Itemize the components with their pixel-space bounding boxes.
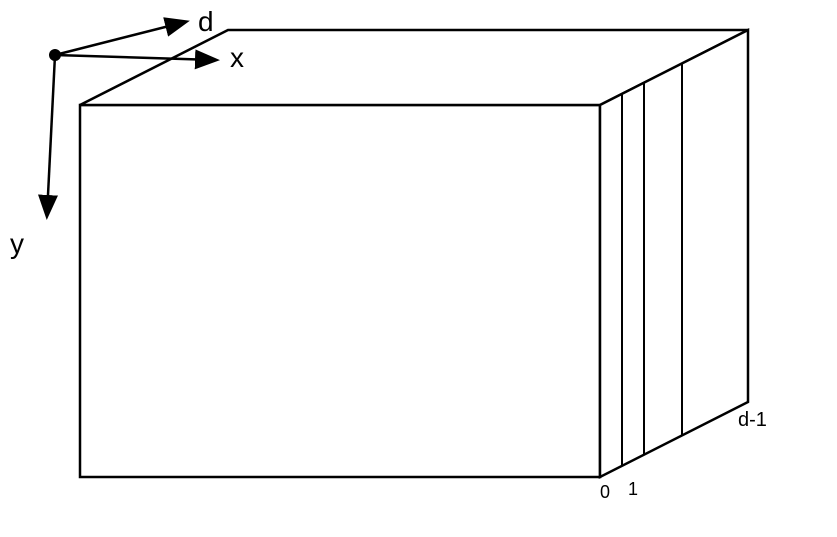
slice-label-1: 1 [628,479,638,500]
axis-y-arrow [47,55,55,215]
axis-d-label: d [198,6,214,38]
slice-label-d-1: d-1 [738,409,767,432]
diagram-svg [0,0,837,537]
axis-d-arrow [55,22,185,55]
axis-x-label: x [230,42,244,74]
3d-box-diagram: d x y 0 1 d-1 [0,0,837,537]
box-front-face [80,105,600,477]
slice-label-0: 0 [600,482,610,503]
axis-y-label: y [10,228,24,260]
